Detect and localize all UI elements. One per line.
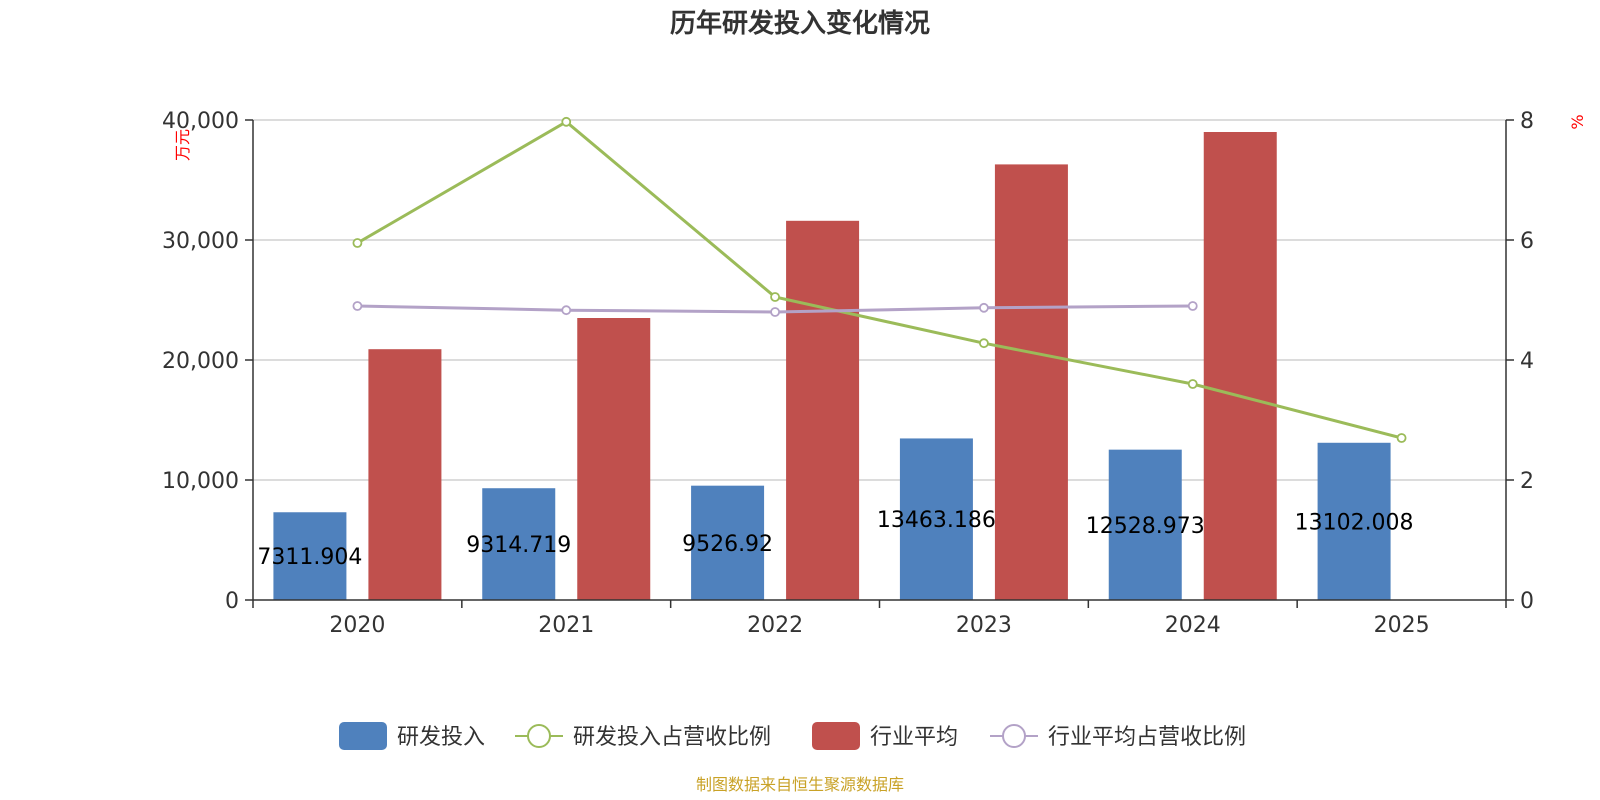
left-tick-label: 10,000 — [162, 469, 239, 494]
right-tick-label: 0 — [1520, 589, 1534, 614]
x-tick-label: 2025 — [1374, 613, 1430, 638]
left-tick-label: 30,000 — [162, 229, 239, 254]
legend-swatch — [812, 722, 860, 750]
point-industry-ratio — [979, 302, 989, 313]
x-tick-label: 2024 — [1165, 613, 1221, 638]
bar-rd-investment — [273, 512, 347, 600]
line-rd-ratio — [356, 119, 1402, 440]
right-tick-label: 4 — [1520, 349, 1534, 374]
point-industry-ratio — [770, 307, 780, 317]
right-tick-label: 6 — [1520, 229, 1534, 254]
point-rd-ratio — [352, 238, 363, 248]
point-rd-ratio — [1187, 379, 1198, 389]
bar-value-label: 7311.904 — [257, 545, 362, 570]
x-tick-label: 2021 — [538, 613, 594, 638]
point-industry-ratio — [1187, 301, 1198, 311]
point-industry-ratio — [561, 305, 572, 316]
lines — [352, 116, 1407, 443]
legend-swatch-marker — [1002, 724, 1026, 748]
bar-value-label: 9526.92 — [682, 532, 773, 557]
bar-value-label: 13463.186 — [877, 508, 996, 533]
legend-swatch — [339, 722, 387, 750]
legend-label: 行业平均 — [870, 725, 958, 750]
right-tick-label: 2 — [1520, 469, 1534, 494]
data-labels: 7311.904 9314.719 9526.92 13463.186 12528.97… — [257, 508, 1413, 570]
point-rd-ratio — [561, 116, 572, 127]
bar-industry-average — [786, 220, 860, 601]
left-tick-label: 0 — [225, 589, 239, 614]
source-note: 制图数据来自恒生聚源数据库 — [696, 775, 904, 794]
bar-industry-average — [368, 349, 442, 600]
right-tick-label: 8 — [1520, 109, 1534, 134]
bar-industry-average — [1203, 132, 1277, 600]
bar-rd-investment — [1108, 449, 1182, 600]
x-tick-label: 2020 — [329, 613, 385, 638]
x-tick-label: 2023 — [956, 613, 1012, 638]
point-industry-ratio — [352, 301, 363, 311]
bars — [273, 132, 1391, 601]
bar-rd-investment — [691, 485, 765, 600]
bar-rd-investment — [1317, 442, 1391, 600]
left-tick-label: 40,000 — [162, 109, 239, 134]
legend-label: 研发投入 — [397, 725, 485, 750]
legend-swatch-marker — [527, 724, 551, 748]
legend-label: 行业平均占营收比例 — [1048, 725, 1246, 750]
bar-value-label: 13102.008 — [1295, 510, 1414, 535]
legend-label: 研发投入占营收比例 — [573, 725, 771, 750]
bar-rd-investment — [899, 438, 973, 600]
right-axis-unit: % — [1568, 114, 1587, 129]
axes: 0 10,000 20,000 30,000 40,000 0 2 4 6 8 2020 2021 20… — [162, 109, 1534, 638]
point-rd-ratio — [770, 292, 780, 302]
left-tick-label: 20,000 — [162, 349, 239, 374]
bar-industry-average — [994, 164, 1068, 600]
chart-title: 历年研发投入变化情况 — [670, 8, 930, 39]
left-axis-unit: 万元 — [173, 129, 192, 161]
bar-value-label: 9314.719 — [466, 533, 571, 558]
x-tick-label: 2022 — [747, 613, 803, 638]
point-rd-ratio — [1396, 433, 1407, 443]
bar-industry-average — [577, 318, 651, 600]
bar-value-label: 12528.973 — [1086, 514, 1205, 539]
point-rd-ratio — [979, 338, 989, 349]
legend: 研发投入 研发投入占营收比例 行业平均 行业平均占营收比例 — [339, 722, 1246, 750]
bar-rd-investment — [482, 488, 556, 600]
gridlines — [253, 119, 1506, 481]
